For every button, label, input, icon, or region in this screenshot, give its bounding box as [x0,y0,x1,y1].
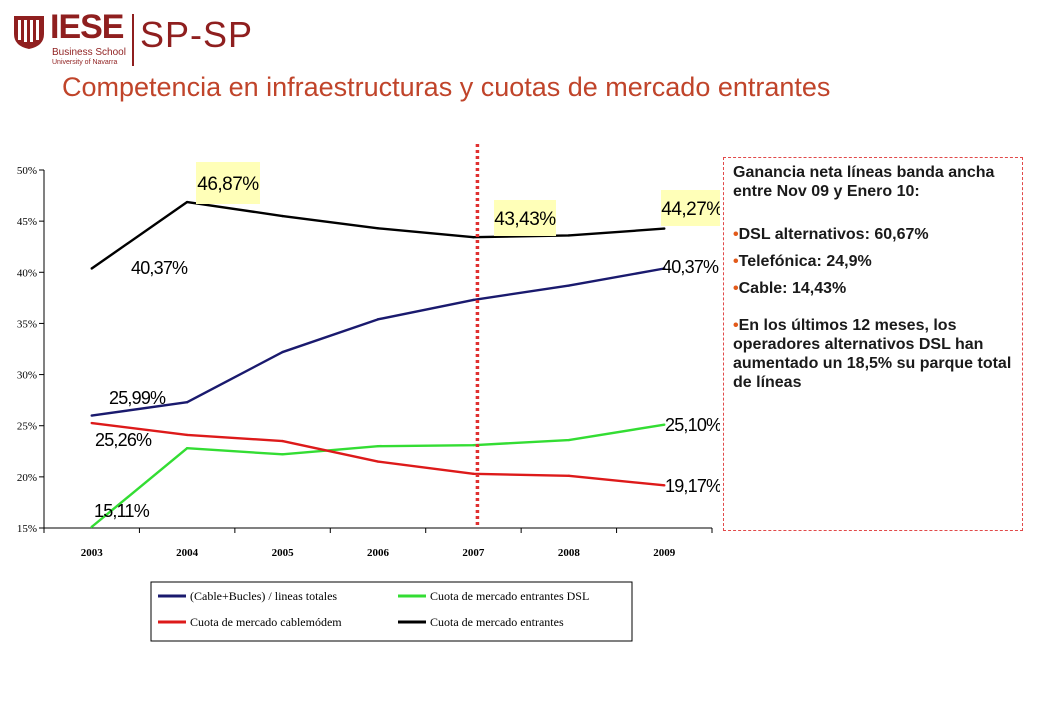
data-label: 40,37% [131,258,188,278]
y-tick-label: 45% [17,216,37,228]
series-point-1 [472,443,475,447]
data-label: 43,43% [494,209,556,230]
y-tick-label: 40% [17,267,37,279]
x-tick-label: 2009 [653,547,676,559]
data-label: 25,10% [665,415,720,435]
side-bullet-cable: •Cable: 14,43% [733,280,847,297]
series-point-2 [281,439,284,443]
series-point-2 [185,433,189,437]
logo-divider [132,14,134,66]
y-tick-label: 15% [17,523,37,535]
data-label-highlight [196,162,260,204]
series-point-3 [472,236,475,239]
data-label: 25,26% [95,430,152,450]
side-panel-intro: Ganancia neta líneas banda ancha entre N… [733,164,995,200]
line-chart: 15%20%25%30%35%40%45%50% 2003 2004 2005 200… [17,144,720,642]
x-tick-label: 2004 [176,547,199,559]
logo-university: University of Navarra [52,59,118,66]
data-label: 40,37% [662,257,719,277]
series-point-1 [663,423,666,426]
data-label-layer: 46,87% 43,43% 44,27% 40,37% 40,37% 25,99% 25,2… [94,162,720,521]
series-point-0 [281,350,284,354]
series-point-0 [90,414,93,417]
data-label-highlight [494,200,556,236]
x-tick-label: 2007 [462,547,485,559]
side-panel: Ganancia neta líneas banda ancha entre N… [733,163,1019,400]
series-point-3 [663,227,666,230]
y-tick-label: 30% [17,370,37,382]
data-label: 19,17% [665,476,720,496]
series-point-1 [567,438,571,442]
x-tick-label: 2008 [558,547,581,559]
series-point-3 [281,214,284,218]
x-tick-label: 2006 [367,547,390,559]
side-panel-box [723,157,1023,531]
legend-label-2: Cuota de mercado cablemódem [190,615,342,629]
y-tick-label: 20% [17,472,37,484]
bullet-icon: • [733,253,739,270]
chart-legend: (Cable+Bucles) / lineas totales Cuota de … [150,581,633,642]
series-point-2 [663,484,666,487]
side-bullet-growth: •En los últimos 12 meses, los operadores… [733,317,1012,391]
y-tick-label: 25% [17,421,37,433]
iese-shield-icon [14,16,44,49]
x-tick-label: 2003 [81,547,104,559]
y-tick-label: 50% [17,165,37,177]
series-point-3 [376,227,380,230]
series-point-2 [472,472,475,475]
bullet-icon: • [733,280,739,297]
slide-title: Competencia en infraestructuras y cuotas… [62,72,831,102]
series-point-1 [376,444,380,448]
side-bullet-telefonica: •Telefónica: 24,9% [733,253,872,270]
data-label-highlight [661,190,720,226]
series-point-2 [376,460,380,463]
legend-label-3: Cuota de mercado entrantes [430,615,564,629]
series-point-0 [376,318,380,321]
bullet-icon: • [733,317,739,334]
series-layer [90,200,666,529]
data-label: 44,27% [661,199,720,220]
series-point-0 [567,284,571,287]
series-line-2 [91,421,665,487]
series-point-2 [90,421,93,425]
side-panel-list: •DSL alternativos: 60,67% •Telefónica: 2… [733,225,1019,392]
series-line-0 [91,267,665,417]
y-axis: 15% 20% 25% 30% 35% 40% 45% 50% [17,165,45,535]
series-point-0 [472,298,475,302]
legend-label-1: Cuota de mercado entrantes DSL [430,589,589,603]
logo-subtitle: Business School [52,47,126,58]
program-name: SP-SP [140,14,254,55]
series-point-1 [185,447,189,450]
series-point-2 [567,474,571,478]
x-axis: 2003 2004 2005 2006 2007 2008 2009 [43,527,713,559]
series-point-1 [90,525,93,529]
bullet-icon: • [733,226,739,243]
legend-box [150,581,633,642]
series-point-1 [281,453,284,456]
logo-brand: IESE [50,8,124,46]
side-bullet-dsl: •DSL alternativos: 60,67% [733,226,929,243]
series-point-0 [663,267,666,270]
series-point-3 [185,200,189,204]
legend-label-0: (Cable+Bucles) / lineas totales [190,589,337,603]
x-tick-label: 2005 [272,547,295,559]
data-label: 46,87% [197,174,259,195]
data-label: 25,99% [109,388,166,408]
series-point-3 [567,234,571,237]
series-point-0 [185,400,189,404]
series-point-3 [90,267,93,270]
data-label: 15,11% [94,501,150,521]
y-tick-label: 35% [17,318,37,330]
